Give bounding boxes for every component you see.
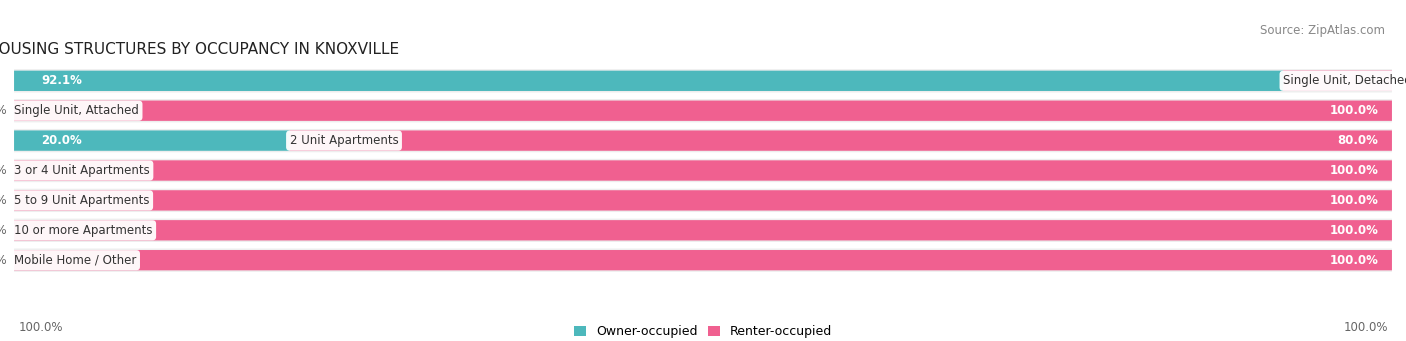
Text: 100.0%: 100.0% [1329, 224, 1378, 237]
FancyBboxPatch shape [14, 190, 1392, 210]
FancyBboxPatch shape [1284, 71, 1392, 91]
FancyBboxPatch shape [14, 220, 1392, 240]
Text: 10 or more Apartments: 10 or more Apartments [14, 224, 153, 237]
FancyBboxPatch shape [14, 131, 290, 151]
Text: 100.0%: 100.0% [1329, 164, 1378, 177]
FancyBboxPatch shape [14, 69, 1392, 92]
FancyBboxPatch shape [14, 99, 1392, 122]
Text: 20.0%: 20.0% [42, 134, 83, 147]
FancyBboxPatch shape [14, 189, 1392, 212]
FancyBboxPatch shape [14, 71, 1284, 91]
Text: 0.0%: 0.0% [0, 164, 7, 177]
Text: 0.0%: 0.0% [0, 224, 7, 237]
FancyBboxPatch shape [14, 159, 1392, 182]
Legend: Owner-occupied, Renter-occupied: Owner-occupied, Renter-occupied [568, 320, 838, 341]
Text: 3 or 4 Unit Apartments: 3 or 4 Unit Apartments [14, 164, 150, 177]
Text: 2 Unit Apartments: 2 Unit Apartments [290, 134, 398, 147]
FancyBboxPatch shape [14, 249, 1392, 272]
FancyBboxPatch shape [14, 219, 1392, 242]
FancyBboxPatch shape [14, 101, 1392, 121]
Text: Mobile Home / Other: Mobile Home / Other [14, 254, 136, 267]
Text: 5 to 9 Unit Apartments: 5 to 9 Unit Apartments [14, 194, 149, 207]
Text: Single Unit, Attached: Single Unit, Attached [14, 104, 139, 117]
FancyBboxPatch shape [14, 160, 1392, 181]
Text: 100.0%: 100.0% [18, 321, 63, 334]
Text: Single Unit, Detached: Single Unit, Detached [1284, 74, 1406, 87]
Text: 80.0%: 80.0% [1337, 134, 1378, 147]
Text: 100.0%: 100.0% [1343, 321, 1388, 334]
Text: 92.1%: 92.1% [42, 74, 83, 87]
Text: 100.0%: 100.0% [1329, 194, 1378, 207]
Text: 100.0%: 100.0% [1329, 104, 1378, 117]
Text: HOUSING STRUCTURES BY OCCUPANCY IN KNOXVILLE: HOUSING STRUCTURES BY OCCUPANCY IN KNOXV… [0, 42, 399, 57]
Text: 0.0%: 0.0% [0, 254, 7, 267]
Text: 100.0%: 100.0% [1329, 254, 1378, 267]
Text: Source: ZipAtlas.com: Source: ZipAtlas.com [1260, 24, 1385, 37]
FancyBboxPatch shape [14, 250, 1392, 270]
Text: 0.0%: 0.0% [0, 104, 7, 117]
Text: 0.0%: 0.0% [0, 194, 7, 207]
FancyBboxPatch shape [1284, 71, 1392, 91]
FancyBboxPatch shape [290, 131, 1392, 151]
FancyBboxPatch shape [14, 129, 1392, 152]
